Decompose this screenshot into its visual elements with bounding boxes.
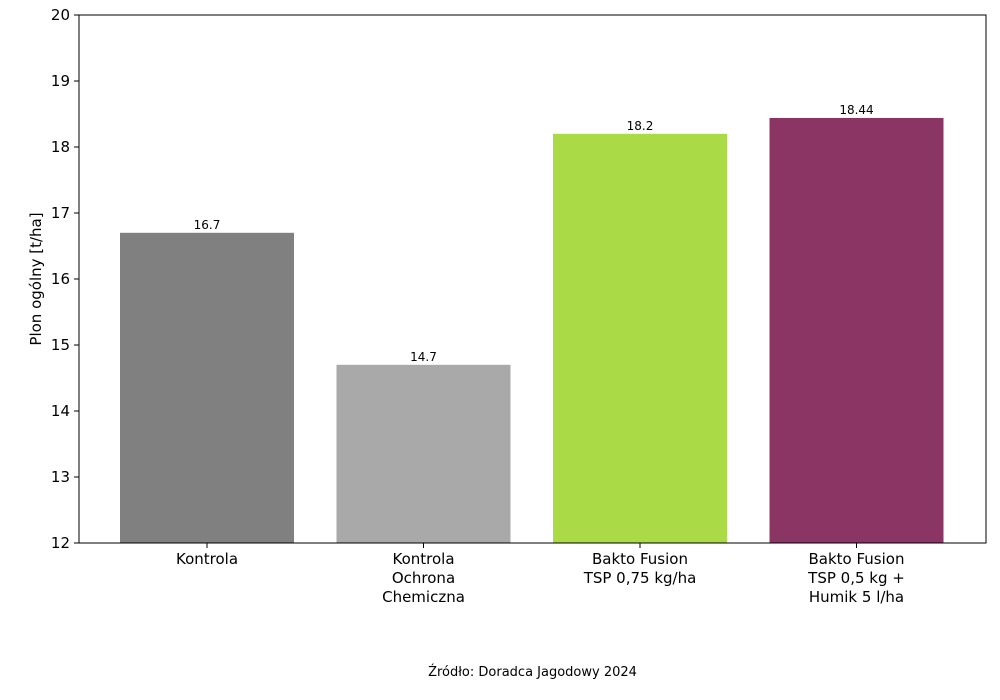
bar (553, 133, 727, 544)
bar (120, 232, 294, 544)
x-tick-label: Bakto Fusion (809, 550, 905, 568)
x-tick-label: Kontrola (392, 550, 454, 568)
x-tick-label: Bakto Fusion (592, 550, 688, 568)
x-tick-label: Kontrola (176, 550, 238, 568)
y-tick-label: 16 (51, 270, 70, 288)
x-tick-label: TSP 0,75 kg/ha (583, 569, 697, 587)
y-tick-label: 18 (51, 138, 70, 156)
x-tick-label: Humik 5 l/ha (809, 588, 904, 606)
y-axis: 12 13 14 15 16 17 18 19 20 (51, 6, 79, 552)
y-tick-label: 17 (51, 204, 70, 222)
source-caption: Źródło: Doradca Jagodowy 2024 (428, 665, 637, 680)
bar-value-label: 18.44 (839, 103, 873, 117)
bar (336, 364, 511, 543)
y-tick-label: 15 (51, 336, 70, 354)
bar-value-label: 14.7 (410, 350, 437, 364)
value-labels-group: 16.7 14.7 18.2 18.44 (194, 103, 874, 364)
x-tick-label: Ochrona (392, 569, 455, 587)
x-tick-label: Chemiczna (382, 588, 465, 606)
y-tick-label: 13 (51, 468, 70, 486)
bar (769, 117, 944, 544)
bar-value-label: 16.7 (194, 218, 221, 232)
bars-group (120, 117, 944, 544)
y-tick-label: 19 (51, 72, 70, 90)
x-tick-label: TSP 0,5 kg + (807, 569, 905, 587)
bar-value-label: 18.2 (627, 119, 654, 133)
y-tick-label: 14 (51, 402, 70, 420)
y-tick-label: 12 (51, 534, 70, 552)
y-tick-label: 20 (51, 6, 70, 24)
y-axis-label: Plon ogólny [t/ha] (27, 212, 45, 345)
